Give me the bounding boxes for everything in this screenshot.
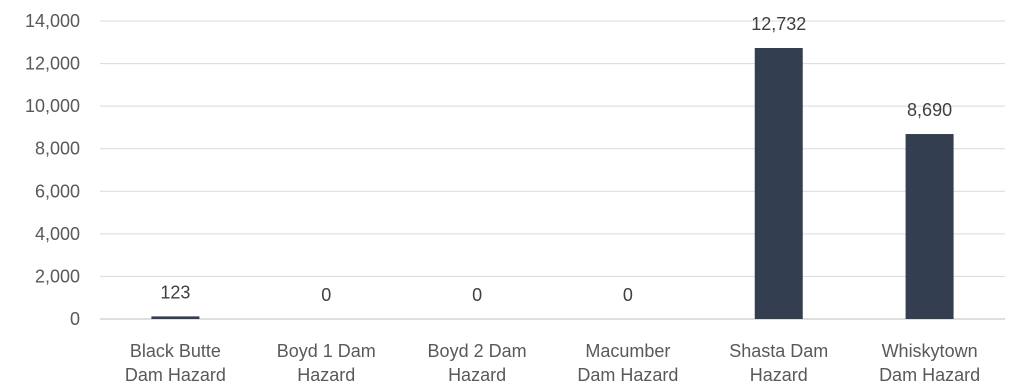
y-tick-label: 2,000 [35, 266, 80, 286]
bar [905, 134, 954, 319]
x-category-label: Shasta Dam Hazard [729, 341, 828, 385]
y-tick-label: 10,000 [25, 96, 80, 116]
x-category-label: Black Butte Dam Hazard [125, 341, 226, 385]
x-category-label: Whiskytown Dam Hazard [879, 341, 980, 385]
y-axis-ticks: 0 2,000 4,000 6,000 8,000 10,000 12,000 14,000 [25, 11, 80, 329]
x-category-label: Boyd 2 Dam Hazard [428, 341, 527, 385]
y-tick-label: 12,000 [25, 54, 80, 74]
data-label: 12,732 [751, 14, 806, 34]
y-tick-label: 6,000 [35, 181, 80, 201]
gridlines [100, 20, 1005, 320]
bars [151, 47, 954, 319]
x-category-label: Boyd 1 Dam Hazard [277, 341, 376, 385]
data-label: 0 [623, 285, 633, 305]
bar [151, 316, 200, 319]
data-labels: 123 0 0 0 12,732 8,690 [160, 14, 952, 305]
data-label: 8,690 [907, 100, 952, 120]
data-label: 123 [160, 282, 190, 302]
y-tick-label: 14,000 [25, 11, 80, 31]
y-tick-label: 0 [70, 309, 80, 329]
data-label: 0 [321, 285, 331, 305]
bar [754, 47, 803, 319]
x-category-label: Macumber Dam Hazard [577, 341, 678, 385]
y-tick-label: 4,000 [35, 224, 80, 244]
y-tick-label: 8,000 [35, 139, 80, 159]
data-label: 0 [472, 285, 482, 305]
x-axis-labels: Black Butte Dam Hazard Boyd 1 Dam Hazard Boy… [125, 341, 980, 385]
